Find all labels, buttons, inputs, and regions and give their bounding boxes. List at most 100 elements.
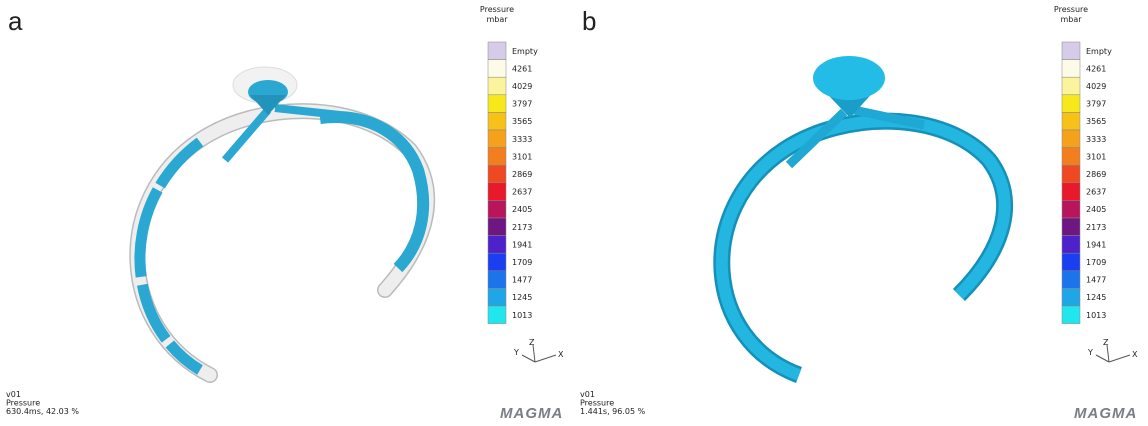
legend-swatch (487, 41, 507, 60)
axis-line (1095, 354, 1110, 363)
axis-line (1106, 344, 1110, 363)
legend-title: Pressure (480, 5, 514, 14)
legend-label: 3797 (512, 100, 532, 109)
legend-swatch (487, 147, 507, 166)
ring-filled (319, 111, 430, 273)
legend-swatch (487, 76, 507, 96)
legend-label: 1245 (512, 293, 532, 302)
legend-label: 3333 (512, 135, 532, 144)
cup (813, 56, 885, 100)
legend-swatch (1061, 288, 1081, 307)
legend-label: 1941 (512, 240, 532, 249)
legend-label: 1245 (1086, 293, 1106, 302)
legend-swatch (1061, 200, 1081, 219)
legend-label: 1013 (512, 311, 532, 320)
info-text: Pressure (6, 399, 40, 408)
info-text: 1.441s, 96.05 % (580, 407, 646, 416)
legend-swatch (1061, 235, 1081, 254)
axis-label: Y (1087, 348, 1093, 357)
legend-label: 4029 (1086, 82, 1106, 91)
logo: MAGMA (1074, 405, 1137, 422)
axis-line (534, 354, 557, 363)
logo: MAGMA (500, 405, 563, 422)
legend-label: 2637 (512, 188, 532, 197)
legend-label: 4261 (1086, 64, 1106, 73)
legend-swatch (1061, 129, 1081, 148)
panel: a PressurembarEmpty4261402937973565333331… (6, 5, 564, 422)
legend-swatch (487, 112, 507, 131)
legend-label: 2405 (1086, 205, 1106, 214)
legend-label: 1941 (1086, 240, 1106, 249)
info-text: v01 (580, 390, 595, 399)
legend-swatch (1061, 94, 1081, 113)
legend-label: 1709 (1086, 258, 1106, 267)
legend-label: 2405 (512, 205, 532, 214)
legend-swatch (1061, 147, 1081, 166)
info-text: 630.4ms, 42.03 % (6, 407, 79, 416)
axis-line (532, 344, 536, 363)
legend-swatch (487, 235, 507, 254)
legend-swatch (487, 217, 507, 236)
legend-swatch (487, 164, 507, 184)
legend-unit: mbar (486, 15, 508, 24)
info-text: v01 (6, 390, 21, 399)
axis-label: Z (529, 338, 535, 347)
legend-swatch (487, 288, 507, 307)
cup-cone (250, 95, 286, 115)
panel-label: a (8, 6, 23, 36)
legend-swatch (487, 252, 507, 272)
axis-line (521, 354, 536, 363)
ring-empty (130, 104, 434, 382)
legend-swatch (1061, 164, 1081, 184)
legend-swatch (1061, 112, 1081, 131)
legend-label: 3565 (1086, 117, 1106, 126)
legend-label: 3101 (512, 152, 532, 161)
ring (715, 115, 1011, 381)
legend-label: 3101 (1086, 152, 1106, 161)
legend-swatch (1061, 252, 1081, 272)
axis-label: Y (513, 348, 519, 357)
legend-label: 3797 (1086, 100, 1106, 109)
legend-label: 1709 (512, 258, 532, 267)
legend-label: 2869 (1086, 170, 1106, 179)
legend-label: 2173 (512, 223, 532, 232)
panel-label: b (582, 6, 596, 36)
legend-label: 1477 (512, 276, 532, 285)
legend-label: 2869 (512, 170, 532, 179)
legend-label: Empty (512, 47, 538, 56)
sprue (221, 104, 341, 163)
legend-label: 4029 (512, 82, 532, 91)
legend-title: Pressure (1054, 5, 1088, 14)
legend-swatch (1061, 270, 1081, 289)
legend-unit: mbar (1060, 15, 1082, 24)
legend-label: 1477 (1086, 276, 1106, 285)
ring-filled (134, 137, 204, 375)
legend-label: 3565 (512, 117, 532, 126)
legend-swatch (487, 182, 507, 201)
legend-label: Empty (1086, 47, 1112, 56)
info-text: Pressure (580, 399, 614, 408)
axis-label: Z (1103, 338, 1109, 347)
sprue (785, 105, 925, 169)
legend-label: 2637 (1086, 188, 1106, 197)
legend-swatch (1061, 41, 1081, 60)
casting-a (129, 66, 436, 383)
legend-label: 1013 (1086, 311, 1106, 320)
legend-swatch (487, 270, 507, 289)
legend-swatch (1061, 305, 1081, 324)
legend-swatch (1061, 76, 1081, 96)
legend-swatch (487, 94, 507, 113)
casting-b (713, 56, 1013, 383)
axis-line (1108, 354, 1131, 363)
axis-label: X (1132, 350, 1138, 359)
legend-swatch (487, 200, 507, 219)
legend-swatch (487, 59, 507, 78)
legend-label: 4261 (512, 64, 532, 73)
legend-swatch (487, 129, 507, 148)
legend-swatch (1061, 182, 1081, 201)
legend-swatch (1061, 59, 1081, 78)
panel: b PressurembarEmpty4261402937973565333331… (580, 5, 1138, 422)
legend-label: 3333 (1086, 135, 1106, 144)
axis-label: X (558, 350, 564, 359)
